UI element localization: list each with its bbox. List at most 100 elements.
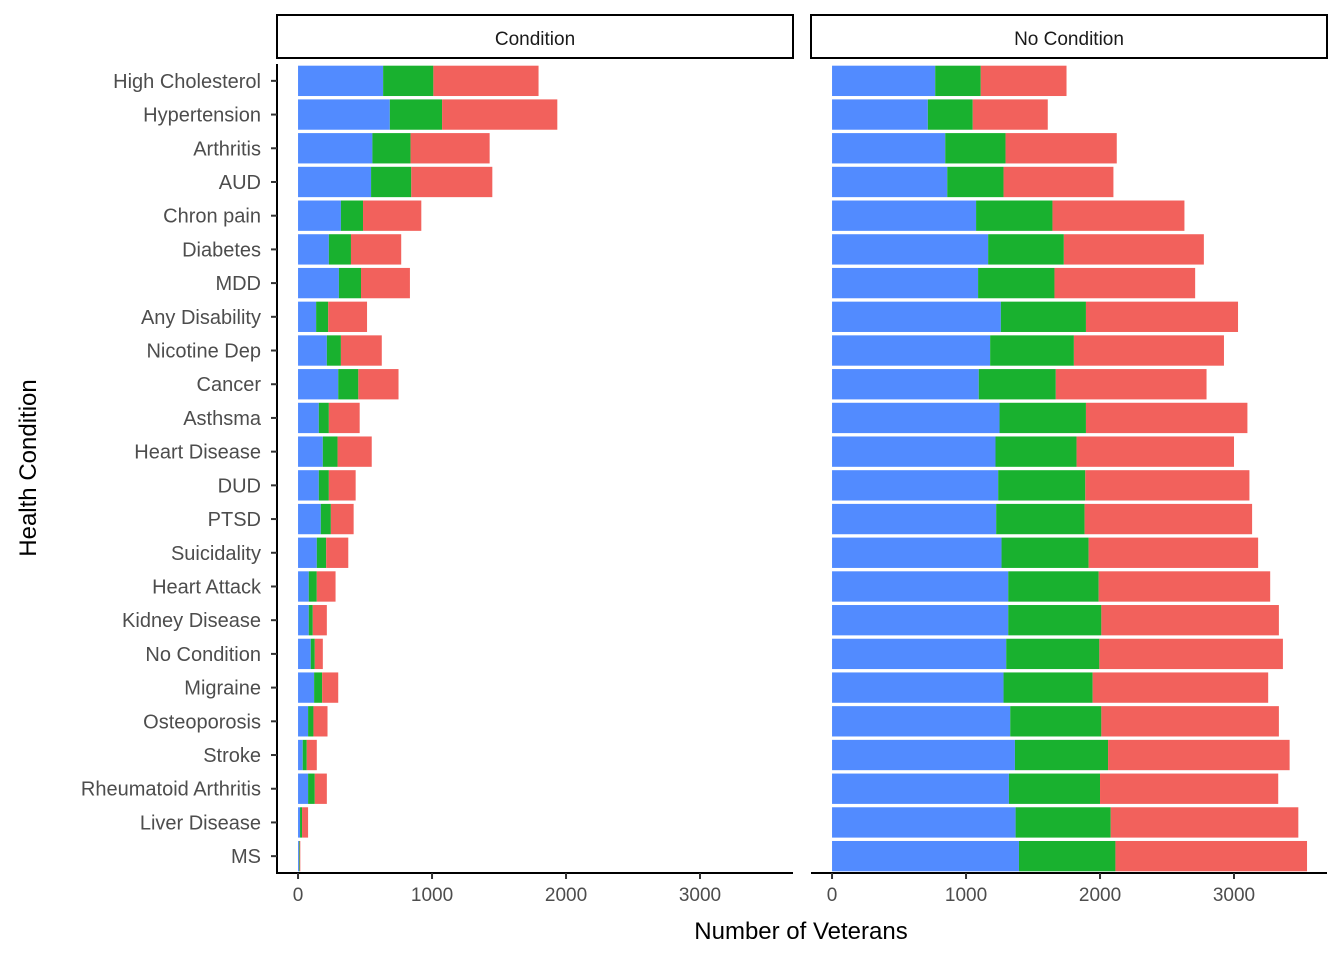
bar-green <box>308 605 313 636</box>
bar-red <box>1100 773 1279 804</box>
bar-blue <box>832 267 979 299</box>
bar-green <box>308 773 315 804</box>
bar-green <box>322 436 338 467</box>
y-tick-label: Stroke <box>203 745 261 767</box>
bar-red <box>358 369 399 400</box>
bar-blue <box>832 739 1015 771</box>
bar-red <box>1085 470 1250 501</box>
bar-red <box>1084 503 1253 535</box>
bar-blue <box>298 807 301 838</box>
bar-red <box>1055 369 1207 400</box>
bar-green <box>383 65 434 97</box>
bar-green <box>978 267 1055 299</box>
y-tick-label: Heart Disease <box>134 442 261 464</box>
bar-green <box>996 503 1085 535</box>
y-tick-label: Kidney Disease <box>122 610 261 632</box>
bar-green <box>976 200 1053 231</box>
bar-red <box>1076 436 1235 467</box>
bar-blue <box>298 605 309 636</box>
x-tick-label: 1000 <box>945 885 987 906</box>
bar-green <box>1001 537 1089 568</box>
bar-red <box>316 571 336 602</box>
bar-green <box>947 166 1004 198</box>
y-tick-labels: High Cholesterol Hypertension Arthritis AUD… <box>81 71 277 868</box>
bar-green <box>318 402 329 434</box>
bar-red <box>322 672 339 703</box>
x-tick-label: 2000 <box>545 885 587 906</box>
x-tick-label: 0 <box>827 885 838 906</box>
bar-blue <box>832 638 1007 670</box>
bar-red <box>980 65 1067 97</box>
bar-green <box>338 369 359 400</box>
bar-blue <box>832 537 1002 568</box>
bar-blue <box>832 840 1019 872</box>
bar-blue <box>832 99 928 130</box>
x-tick-label: 0 <box>293 885 304 906</box>
bar-blue <box>832 436 996 467</box>
bar-blue <box>298 133 373 164</box>
bar-blue <box>832 706 1011 737</box>
bar-green <box>1006 638 1100 670</box>
y-tick-label: Arthritis <box>193 138 261 160</box>
x-tick-label: 3000 <box>1213 885 1255 906</box>
panel-1: No Condition 0 1000 2000 3000 <box>810 14 1328 906</box>
y-tick-label: Any Disability <box>141 307 261 329</box>
bar-red <box>337 436 372 467</box>
bar-blue <box>298 335 327 366</box>
bar-blue <box>832 234 989 265</box>
bar-red <box>330 503 354 535</box>
bar-red <box>1110 807 1299 838</box>
bar-blue <box>298 166 372 198</box>
bar-blue <box>832 470 999 501</box>
bar-red <box>442 99 558 130</box>
bar-green <box>308 706 314 737</box>
bar-green <box>1003 672 1093 703</box>
bar-green <box>978 369 1056 400</box>
bar-green <box>316 537 327 568</box>
bar-green <box>371 166 412 198</box>
bar-red <box>361 267 410 299</box>
y-tick-label: PTSD <box>208 509 261 531</box>
facet-strip <box>276 14 794 59</box>
bar-blue <box>298 234 329 265</box>
bar-green <box>1000 301 1086 332</box>
bar-red <box>1115 840 1308 872</box>
bar-red <box>328 402 360 434</box>
bar-red <box>410 133 490 164</box>
bar-blue <box>832 503 997 535</box>
bar-green <box>338 267 362 299</box>
bar-red <box>328 470 356 501</box>
y-tick-label: Diabetes <box>182 239 261 261</box>
bar-green <box>320 503 331 535</box>
y-tick-label: Hypertension <box>143 105 261 127</box>
bar-red <box>433 65 539 97</box>
bar-green <box>308 571 317 602</box>
facet-title: No Condition <box>1014 29 1124 50</box>
bar-green <box>935 65 981 97</box>
bar-red <box>1099 638 1283 670</box>
bar-green <box>1008 571 1099 602</box>
bar-red <box>1088 537 1259 568</box>
bar-green <box>1008 605 1102 636</box>
bar-red <box>1098 571 1271 602</box>
panel-0: Condition 0 1000 2000 3000 <box>276 14 794 906</box>
bar-red <box>1092 672 1269 703</box>
x-tick-label: 3000 <box>679 885 721 906</box>
bar-red <box>1054 267 1196 299</box>
bar-blue <box>298 65 384 97</box>
bar-blue <box>832 773 1009 804</box>
bar-blue <box>298 99 390 130</box>
y-tick-label: Nicotine Dep <box>146 341 261 363</box>
bar-green <box>318 470 329 501</box>
bar-blue <box>832 166 948 198</box>
bar-red <box>1101 605 1279 636</box>
bar-red <box>299 840 301 872</box>
bar-green <box>927 99 973 130</box>
bar-blue <box>298 739 303 771</box>
y-tick-label: MS <box>231 846 261 868</box>
bar-blue <box>832 672 1004 703</box>
bar-red <box>328 301 368 332</box>
bar-blue <box>298 369 339 400</box>
bar-green <box>302 739 307 771</box>
